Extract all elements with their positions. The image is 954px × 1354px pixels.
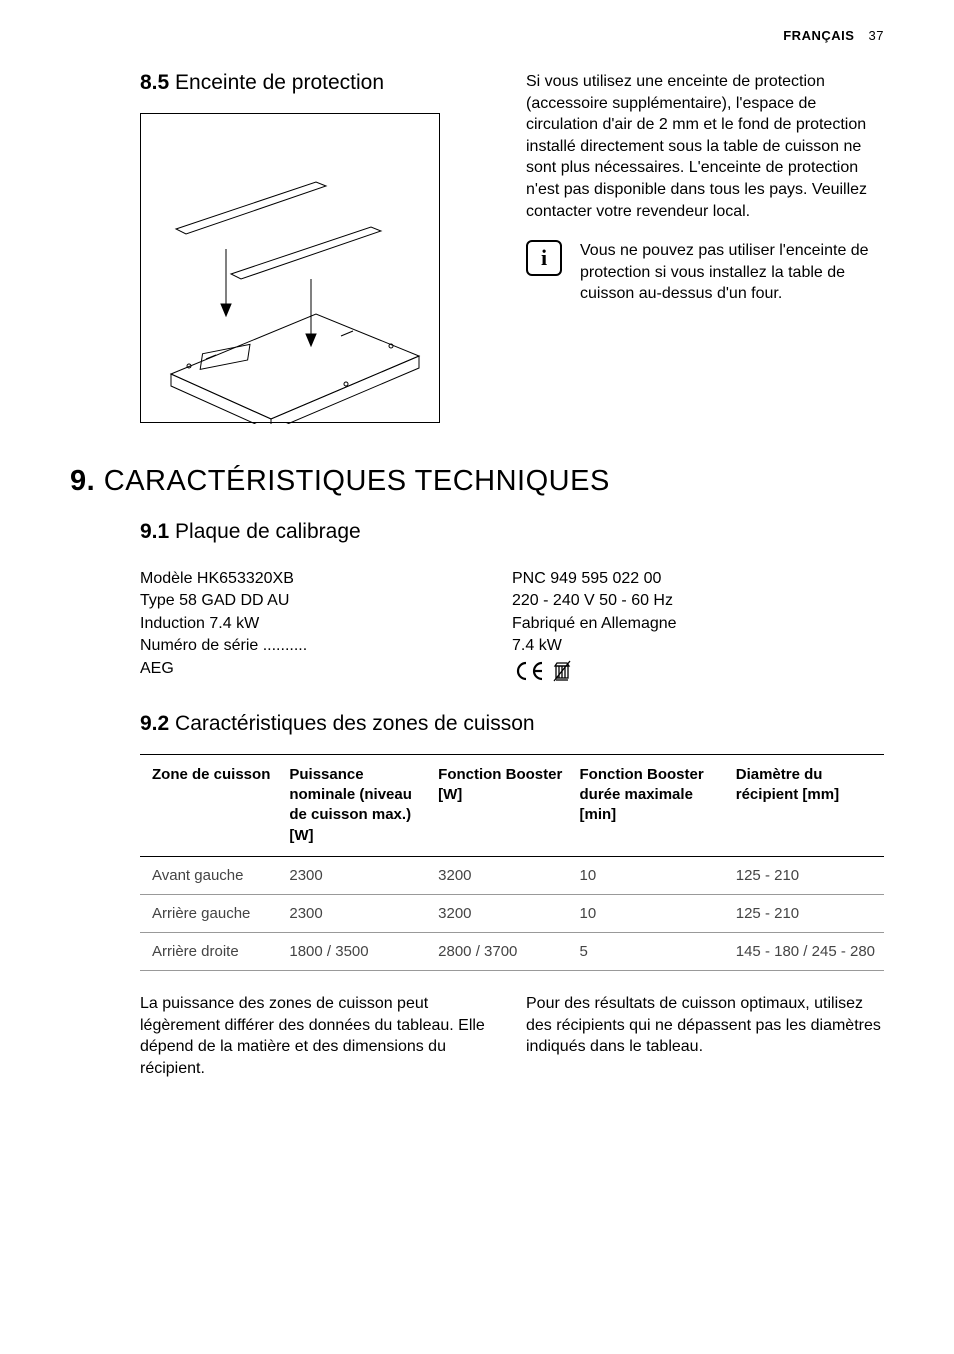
- rating-pnc: PNC 949 595 022 00: [512, 568, 884, 590]
- cell-booster-min: 5: [572, 932, 728, 970]
- section-8-5-right: Si vous utilisez une enceinte de protect…: [526, 71, 884, 423]
- section-9-1: 9.1 Plaque de calibrage Modèle HK653320X…: [70, 520, 884, 1079]
- page-header: FRANÇAIS 37: [70, 28, 884, 43]
- rating-induction: Induction 7.4 kW: [140, 613, 512, 635]
- rating-serial: Numéro de série ..........: [140, 635, 512, 657]
- rating-power: 7.4 kW: [512, 635, 884, 657]
- info-icon-glyph: i: [541, 245, 547, 271]
- heading-9-2-title: Caractéristiques des zones de cuisson: [175, 712, 535, 735]
- cooking-zones-table-head: Zone de cuisson Puissance nominale (nive…: [140, 754, 884, 856]
- rating-plate-right: PNC 949 595 022 00 220 - 240 V 50 - 60 H…: [512, 568, 884, 688]
- enclosure-illustration-svg: [141, 114, 441, 424]
- heading-8-5: 8.5 Enceinte de protection: [140, 71, 498, 95]
- table-row: Arrière gauche 2300 3200 10 125 - 210: [140, 894, 884, 932]
- cell-booster-min: 10: [572, 894, 728, 932]
- heading-9-title: CARACTÉRISTIQUES TECHNIQUES: [104, 465, 610, 497]
- protective-enclosure-diagram: [140, 113, 440, 423]
- rating-voltage: 220 - 240 V 50 - 60 Hz: [512, 590, 884, 612]
- info-icon: i: [526, 240, 562, 276]
- cell-diameter: 125 - 210: [728, 894, 884, 932]
- cell-diameter: 145 - 180 / 245 - 280: [728, 932, 884, 970]
- footer-text-left: La puissance des zones de cuisson peut l…: [140, 993, 498, 1079]
- rating-plate: Modèle HK653320XB Type 58 GAD DD AU Indu…: [140, 568, 884, 688]
- heading-8-5-number: 8.5: [140, 71, 169, 94]
- header-page-number: 37: [869, 28, 884, 43]
- rating-made-in: Fabriqué en Allemagne: [512, 613, 884, 635]
- rating-type: Type 58 GAD DD AU: [140, 590, 512, 612]
- cell-zone: Arrière gauche: [140, 894, 281, 932]
- cell-diameter: 125 - 210: [728, 856, 884, 894]
- cell-booster-w: 3200: [430, 856, 571, 894]
- section-8-5-paragraph: Si vous utilisez une enceinte de protect…: [526, 71, 884, 222]
- weee-bin-icon: [552, 660, 572, 682]
- section-9-2-footer: La puissance des zones de cuisson peut l…: [140, 993, 884, 1079]
- heading-9: 9. CARACTÉRISTIQUES TECHNIQUES: [70, 465, 884, 498]
- col-booster-min: Fonction Booster durée maximale [min]: [572, 754, 728, 856]
- col-nominal-power: Puissance nominale (niveau de cuisson ma…: [281, 754, 430, 856]
- cell-booster-min: 10: [572, 856, 728, 894]
- footer-text-right: Pour des résultats de cuisson optimaux, …: [526, 993, 884, 1079]
- col-zone: Zone de cuisson: [140, 754, 281, 856]
- table-row: Arrière droite 1800 / 3500 2800 / 3700 5…: [140, 932, 884, 970]
- heading-8-5-title: Enceinte de protection: [175, 71, 384, 94]
- ce-symbols: [512, 660, 572, 682]
- rating-plate-left: Modèle HK653320XB Type 58 GAD DD AU Indu…: [140, 568, 512, 688]
- heading-9-number: 9.: [70, 465, 95, 497]
- heading-9-1: 9.1 Plaque de calibrage: [140, 520, 884, 544]
- page: FRANÇAIS 37 8.5 Enceinte de protection: [0, 0, 954, 1119]
- cell-booster-w: 2800 / 3700: [430, 932, 571, 970]
- info-note-text: Vous ne pouvez pas utiliser l'enceinte d…: [580, 240, 884, 305]
- cell-zone: Avant gauche: [140, 856, 281, 894]
- info-note-row: i Vous ne pouvez pas utiliser l'enceinte…: [526, 240, 884, 305]
- cooking-zones-table: Zone de cuisson Puissance nominale (nive…: [140, 754, 884, 971]
- cell-nominal: 2300: [281, 856, 430, 894]
- cell-zone: Arrière droite: [140, 932, 281, 970]
- col-booster-w: Fonction Booster [W]: [430, 754, 571, 856]
- heading-9-2-number: 9.2: [140, 712, 169, 735]
- section-8-5-left: 8.5 Enceinte de protection: [70, 71, 498, 423]
- heading-9-1-number: 9.1: [140, 520, 169, 543]
- header-language: FRANÇAIS: [783, 28, 854, 43]
- table-row: Avant gauche 2300 3200 10 125 - 210: [140, 856, 884, 894]
- heading-9-2: 9.2 Caractéristiques des zones de cuisso…: [140, 712, 884, 736]
- section-8-5-row: 8.5 Enceinte de protection: [70, 71, 884, 423]
- cell-booster-w: 3200: [430, 894, 571, 932]
- cell-nominal: 2300: [281, 894, 430, 932]
- rating-brand: AEG: [140, 658, 512, 680]
- heading-9-1-title: Plaque de calibrage: [175, 520, 361, 543]
- cooking-zones-table-body: Avant gauche 2300 3200 10 125 - 210 Arri…: [140, 856, 884, 970]
- cell-nominal: 1800 / 3500: [281, 932, 430, 970]
- rating-model: Modèle HK653320XB: [140, 568, 512, 590]
- ce-mark-icon: [512, 661, 546, 681]
- col-diameter: Diamètre du récipient [mm]: [728, 754, 884, 856]
